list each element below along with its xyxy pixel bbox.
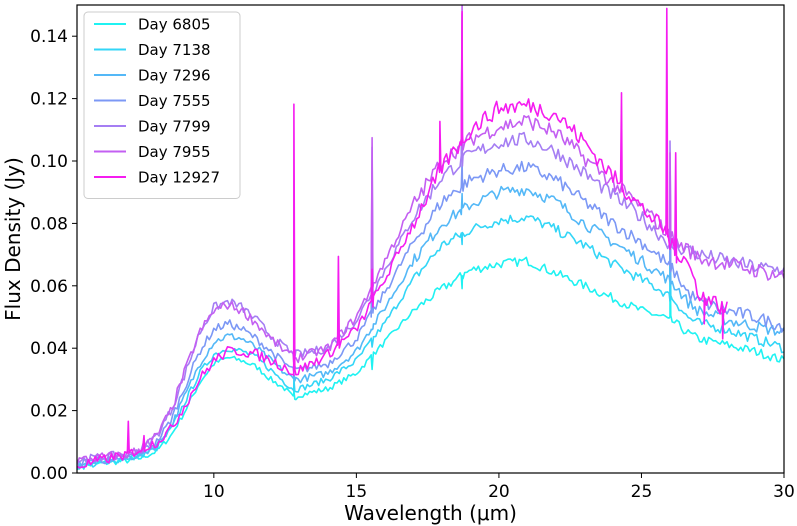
series-line-day-12927: [77, 7, 728, 469]
x-tick-label: 25: [631, 482, 653, 502]
legend-entry: Day 7955: [138, 143, 211, 161]
y-tick-label: 0.04: [30, 339, 68, 359]
legend-entry: Day 7799: [138, 118, 211, 136]
x-tick-label: 10: [203, 482, 225, 502]
series-line-day-7799: [77, 13, 784, 465]
legend-entry: Day 7555: [138, 92, 211, 110]
series-line-day-6805: [77, 250, 784, 471]
legend: Day 6805 Day 7138 Day 7296 Day 7555 Day 7799…: [83, 11, 241, 199]
x-tick-label: 20: [488, 482, 510, 502]
y-tick-label: 0.02: [30, 402, 68, 422]
y-tick-label: 0.10: [30, 152, 68, 172]
legend-entry: Day 7296: [138, 67, 211, 85]
x-tick-label: 30: [773, 482, 795, 502]
legend-entry: Day 12927: [138, 169, 220, 187]
x-tick-label: 15: [346, 482, 368, 502]
y-tick-label: 0.14: [30, 27, 68, 47]
series-line-day-7555: [77, 160, 784, 468]
legend-entry: Day 6805: [138, 16, 211, 34]
series-line-day-7138: [77, 214, 784, 470]
x-axis-label: Wavelength (μm): [344, 501, 517, 525]
y-tick-label: 0.08: [30, 214, 68, 234]
series-line-day-7296: [77, 185, 784, 467]
y-axis-label: Flux Density (Jy): [1, 157, 25, 321]
y-tick-label: 0.06: [30, 277, 68, 297]
plot-frame: [76, 4, 785, 474]
series-layer: [77, 5, 784, 471]
y-tick-label: 0.12: [30, 90, 68, 110]
y-tick-label: 0.00: [30, 464, 68, 484]
legend-entry: Day 7138: [138, 41, 211, 59]
axes-layer: 10 15 20 25 30 0.00 0.02 0.04 0.06 0.08 0.10 0.12 0.…: [30, 27, 795, 502]
